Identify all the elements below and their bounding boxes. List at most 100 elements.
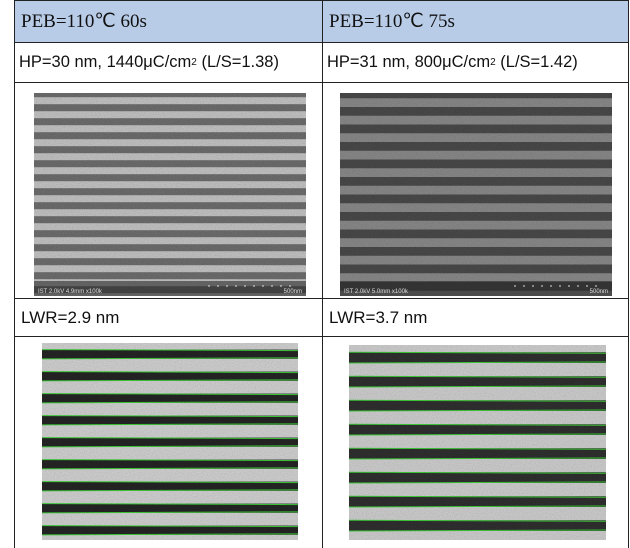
lwr-text: LWR=3.7 nm [329, 307, 428, 327]
edge [41, 481, 299, 484]
edge [41, 525, 299, 528]
edge [348, 399, 607, 402]
header-cell: PEB=110℃ 60s [14, 0, 323, 43]
edge [348, 351, 607, 354]
stripe [42, 437, 298, 447]
sem-scale: 500nm [284, 289, 302, 295]
edge [348, 433, 607, 436]
stripe [340, 133, 612, 142]
micrograph [340, 93, 612, 296]
edge [41, 467, 299, 470]
edge [348, 385, 607, 388]
lwr-text: LWR=2.9 nm [21, 307, 120, 327]
edge [41, 371, 299, 374]
stripe [34, 97, 306, 105]
edge [41, 533, 299, 536]
stripe [340, 238, 612, 247]
edge [41, 393, 299, 396]
micrograph [348, 345, 607, 540]
edge [348, 361, 607, 364]
header-text: PEB=110℃ 60s [21, 11, 147, 32]
edge [41, 401, 299, 404]
edge [348, 375, 607, 378]
edge [348, 409, 607, 412]
stripe [340, 220, 612, 230]
edge [41, 349, 299, 352]
edge [348, 495, 607, 498]
stripe [340, 203, 612, 212]
info-bar [340, 281, 612, 296]
stripe [42, 525, 298, 535]
edge [41, 437, 299, 440]
edge [41, 379, 299, 382]
stripe [34, 139, 306, 147]
stripe [349, 352, 606, 363]
stripe [349, 376, 606, 387]
stripe [34, 265, 306, 273]
edge [348, 529, 607, 532]
stripe [349, 520, 606, 531]
condition-text: HP=30 nm, 1440μC/cm [19, 53, 192, 71]
stripe [34, 167, 306, 175]
edge [348, 519, 607, 522]
superscript: 2 [490, 57, 496, 68]
sem-scale: 500nm [590, 289, 608, 295]
stripe [34, 181, 306, 189]
stripe [349, 448, 606, 459]
header-text: PEB=110℃ 75s [329, 11, 455, 32]
stripe [42, 481, 298, 491]
edge [348, 447, 607, 450]
stripe [42, 393, 298, 403]
stripe [340, 115, 612, 125]
edge [41, 459, 299, 462]
edge [41, 489, 299, 492]
stripe [340, 150, 612, 160]
stripe [42, 349, 298, 359]
edge [348, 457, 607, 460]
info-bar [34, 281, 306, 296]
edge [348, 423, 607, 426]
edge [348, 481, 607, 484]
stripe [34, 111, 306, 119]
stripe [34, 237, 306, 245]
stripe [34, 209, 306, 217]
edge [41, 511, 299, 514]
stripe [34, 125, 306, 133]
stripe [34, 153, 306, 161]
stripe [349, 424, 606, 435]
edge [348, 505, 607, 508]
stripe [34, 195, 306, 203]
edge [41, 445, 299, 448]
stripe [349, 472, 606, 483]
micrograph [34, 93, 306, 296]
image-cell [322, 336, 629, 548]
sem-info: IST 2.0kV 4.9mm x100k [38, 289, 103, 295]
stripe [340, 185, 612, 195]
micrograph [41, 343, 299, 540]
stripe [340, 273, 612, 282]
stripe [34, 223, 306, 231]
stripe [349, 496, 606, 507]
stripe [42, 459, 298, 469]
stripe [340, 98, 612, 107]
stripe [349, 400, 606, 411]
stripe [42, 371, 298, 381]
condition-text: HP=31 nm, 800μC/cm [327, 53, 491, 71]
edge [41, 423, 299, 426]
edge [348, 471, 607, 474]
stripe [34, 251, 306, 259]
sem-info: IST 2.0kV 5.0mm x100k [344, 289, 409, 295]
edge [41, 415, 299, 418]
image-bg [349, 345, 606, 540]
stripe [340, 255, 612, 265]
stripe [340, 168, 612, 177]
condition-cell: HP=31 nm, 800μC/cm 2 (L/S=1.42) [322, 42, 629, 83]
condition-text: (L/S=1.38) [196, 53, 279, 71]
superscript: 2 [191, 57, 197, 68]
stripe [42, 503, 298, 513]
edge [41, 503, 299, 506]
edge [41, 357, 299, 360]
condition-text: (L/S=1.42) [495, 53, 578, 71]
